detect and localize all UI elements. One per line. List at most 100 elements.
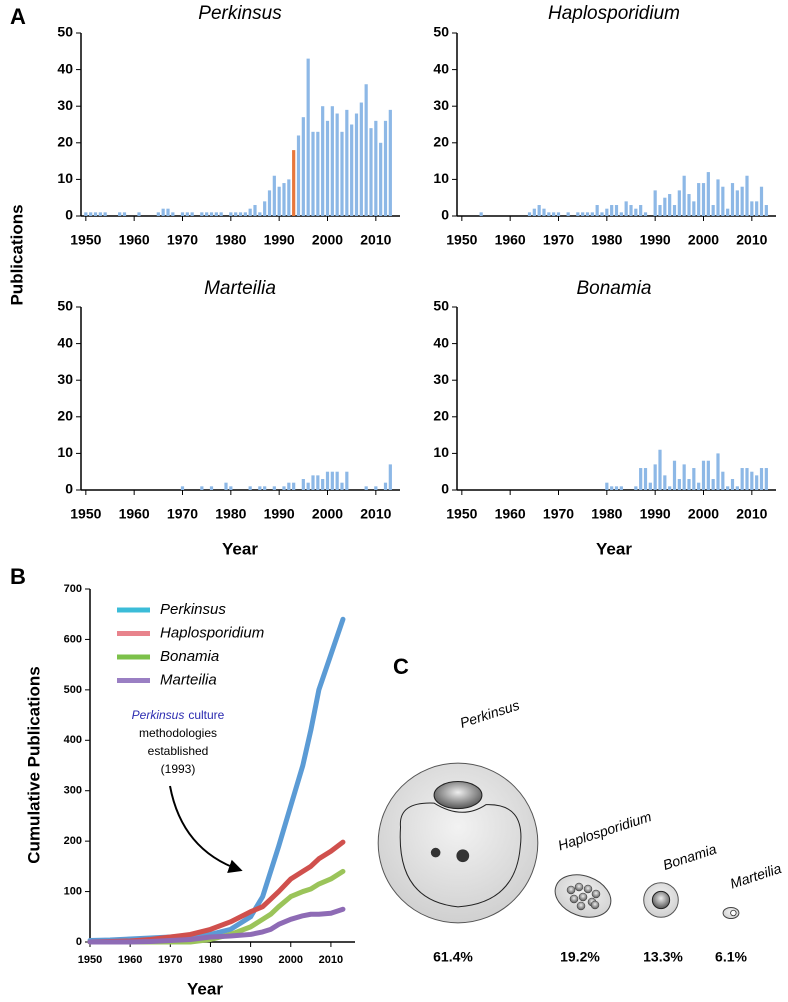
bar <box>137 212 141 216</box>
bar <box>345 471 349 490</box>
bar <box>595 205 599 216</box>
annotation: (1993) <box>161 762 196 776</box>
bar <box>325 471 330 490</box>
bar <box>287 179 291 216</box>
x-tick-label: 2000 <box>279 954 303 966</box>
x-tick-label: 1970 <box>167 506 198 522</box>
legend-label: Marteilia <box>160 671 217 688</box>
bar <box>634 208 638 216</box>
x-tick-label: 1970 <box>543 232 574 248</box>
y-tick-label: 50 <box>433 298 449 314</box>
bar <box>585 212 590 216</box>
value-label: 6.1% <box>715 949 747 965</box>
cell-nucleus <box>591 889 601 899</box>
cell-nucleus <box>574 882 584 892</box>
chart-title: Bonamia <box>577 278 652 299</box>
y-tick-label: 0 <box>65 207 73 223</box>
y-tick-label: 10 <box>57 170 73 186</box>
x-axis-label: Year <box>596 539 632 558</box>
bar <box>648 482 652 490</box>
bar <box>532 208 536 216</box>
y-tick-label: 20 <box>433 408 449 424</box>
bar <box>605 482 609 490</box>
bar <box>330 471 334 490</box>
x-tick-label: 1960 <box>495 506 526 522</box>
x-axis-label: Year <box>222 539 258 558</box>
bar <box>479 212 483 216</box>
bar <box>306 482 310 490</box>
x-tick-label: 1960 <box>119 232 150 248</box>
bar <box>238 212 243 216</box>
y-tick-label: 400 <box>64 734 82 746</box>
panel-label: A <box>10 4 26 29</box>
bar <box>190 212 194 216</box>
x-tick-label: 1990 <box>264 506 295 522</box>
bar <box>663 197 667 216</box>
chart-title: Marteilia <box>204 278 276 299</box>
x-tick-label: 1970 <box>158 954 182 966</box>
x-tick-label: 1990 <box>264 232 295 248</box>
bar <box>209 486 214 490</box>
x-tick-label: 2000 <box>688 506 719 522</box>
bar <box>764 468 768 490</box>
bar <box>610 205 614 216</box>
bar <box>383 482 388 490</box>
bar <box>672 205 677 216</box>
y-tick-label: 700 <box>64 583 82 595</box>
bar <box>610 486 614 490</box>
bar <box>759 468 764 490</box>
panel-label: B <box>10 564 26 589</box>
y-tick-label: 0 <box>65 481 73 497</box>
bar <box>185 212 189 216</box>
x-tick-label: 1950 <box>78 954 102 966</box>
bar <box>287 482 291 490</box>
x-tick-label: 2000 <box>688 232 719 248</box>
cell-nucleus <box>456 849 470 863</box>
annotation-emphasis: Perkinsus <box>132 708 185 722</box>
legend-label: Perkinsus <box>160 601 226 618</box>
y-axis-label: Publications <box>7 204 26 305</box>
x-tick-label: 1980 <box>591 506 622 522</box>
y-tick-label: 40 <box>57 334 73 350</box>
value-label: 19.2% <box>560 949 600 965</box>
bar <box>547 212 551 216</box>
bar <box>282 183 286 216</box>
y-tick-label: 500 <box>64 684 82 696</box>
cell-nucleus <box>569 894 579 904</box>
bar <box>750 471 754 490</box>
bar <box>755 201 759 216</box>
bar <box>697 482 701 490</box>
bar <box>668 486 672 490</box>
bar <box>755 475 759 490</box>
bar <box>759 186 764 216</box>
y-tick-label: 10 <box>433 444 449 460</box>
cell-nucleus <box>566 885 576 895</box>
bar <box>350 124 354 216</box>
x-tick-label: 1980 <box>215 506 246 522</box>
cell-name: Perkinsus <box>458 697 521 731</box>
bar <box>624 201 628 216</box>
bar <box>658 449 662 490</box>
bar <box>721 186 725 216</box>
x-tick-label: 1980 <box>198 954 222 966</box>
bar <box>706 460 710 490</box>
y-tick-label: 30 <box>57 97 73 113</box>
bar <box>745 468 749 490</box>
x-tick-label: 1950 <box>70 506 101 522</box>
x-tick-label: 1970 <box>167 232 198 248</box>
y-tick-label: 10 <box>57 444 73 460</box>
bar <box>200 486 204 490</box>
y-tick-label: 20 <box>57 134 73 150</box>
bar <box>614 205 619 216</box>
chart-title: Haplosporidium <box>548 3 680 24</box>
x-tick-label: 2010 <box>360 232 391 248</box>
cell-name: Bonamia <box>661 841 719 873</box>
x-tick-label: 2010 <box>319 954 343 966</box>
bar <box>205 212 209 216</box>
y-tick-label: 10 <box>433 170 449 186</box>
y-tick-label: 30 <box>433 97 449 113</box>
y-tick-label: 300 <box>64 785 82 797</box>
bar <box>282 486 286 490</box>
x-tick-label: 1980 <box>591 232 622 248</box>
